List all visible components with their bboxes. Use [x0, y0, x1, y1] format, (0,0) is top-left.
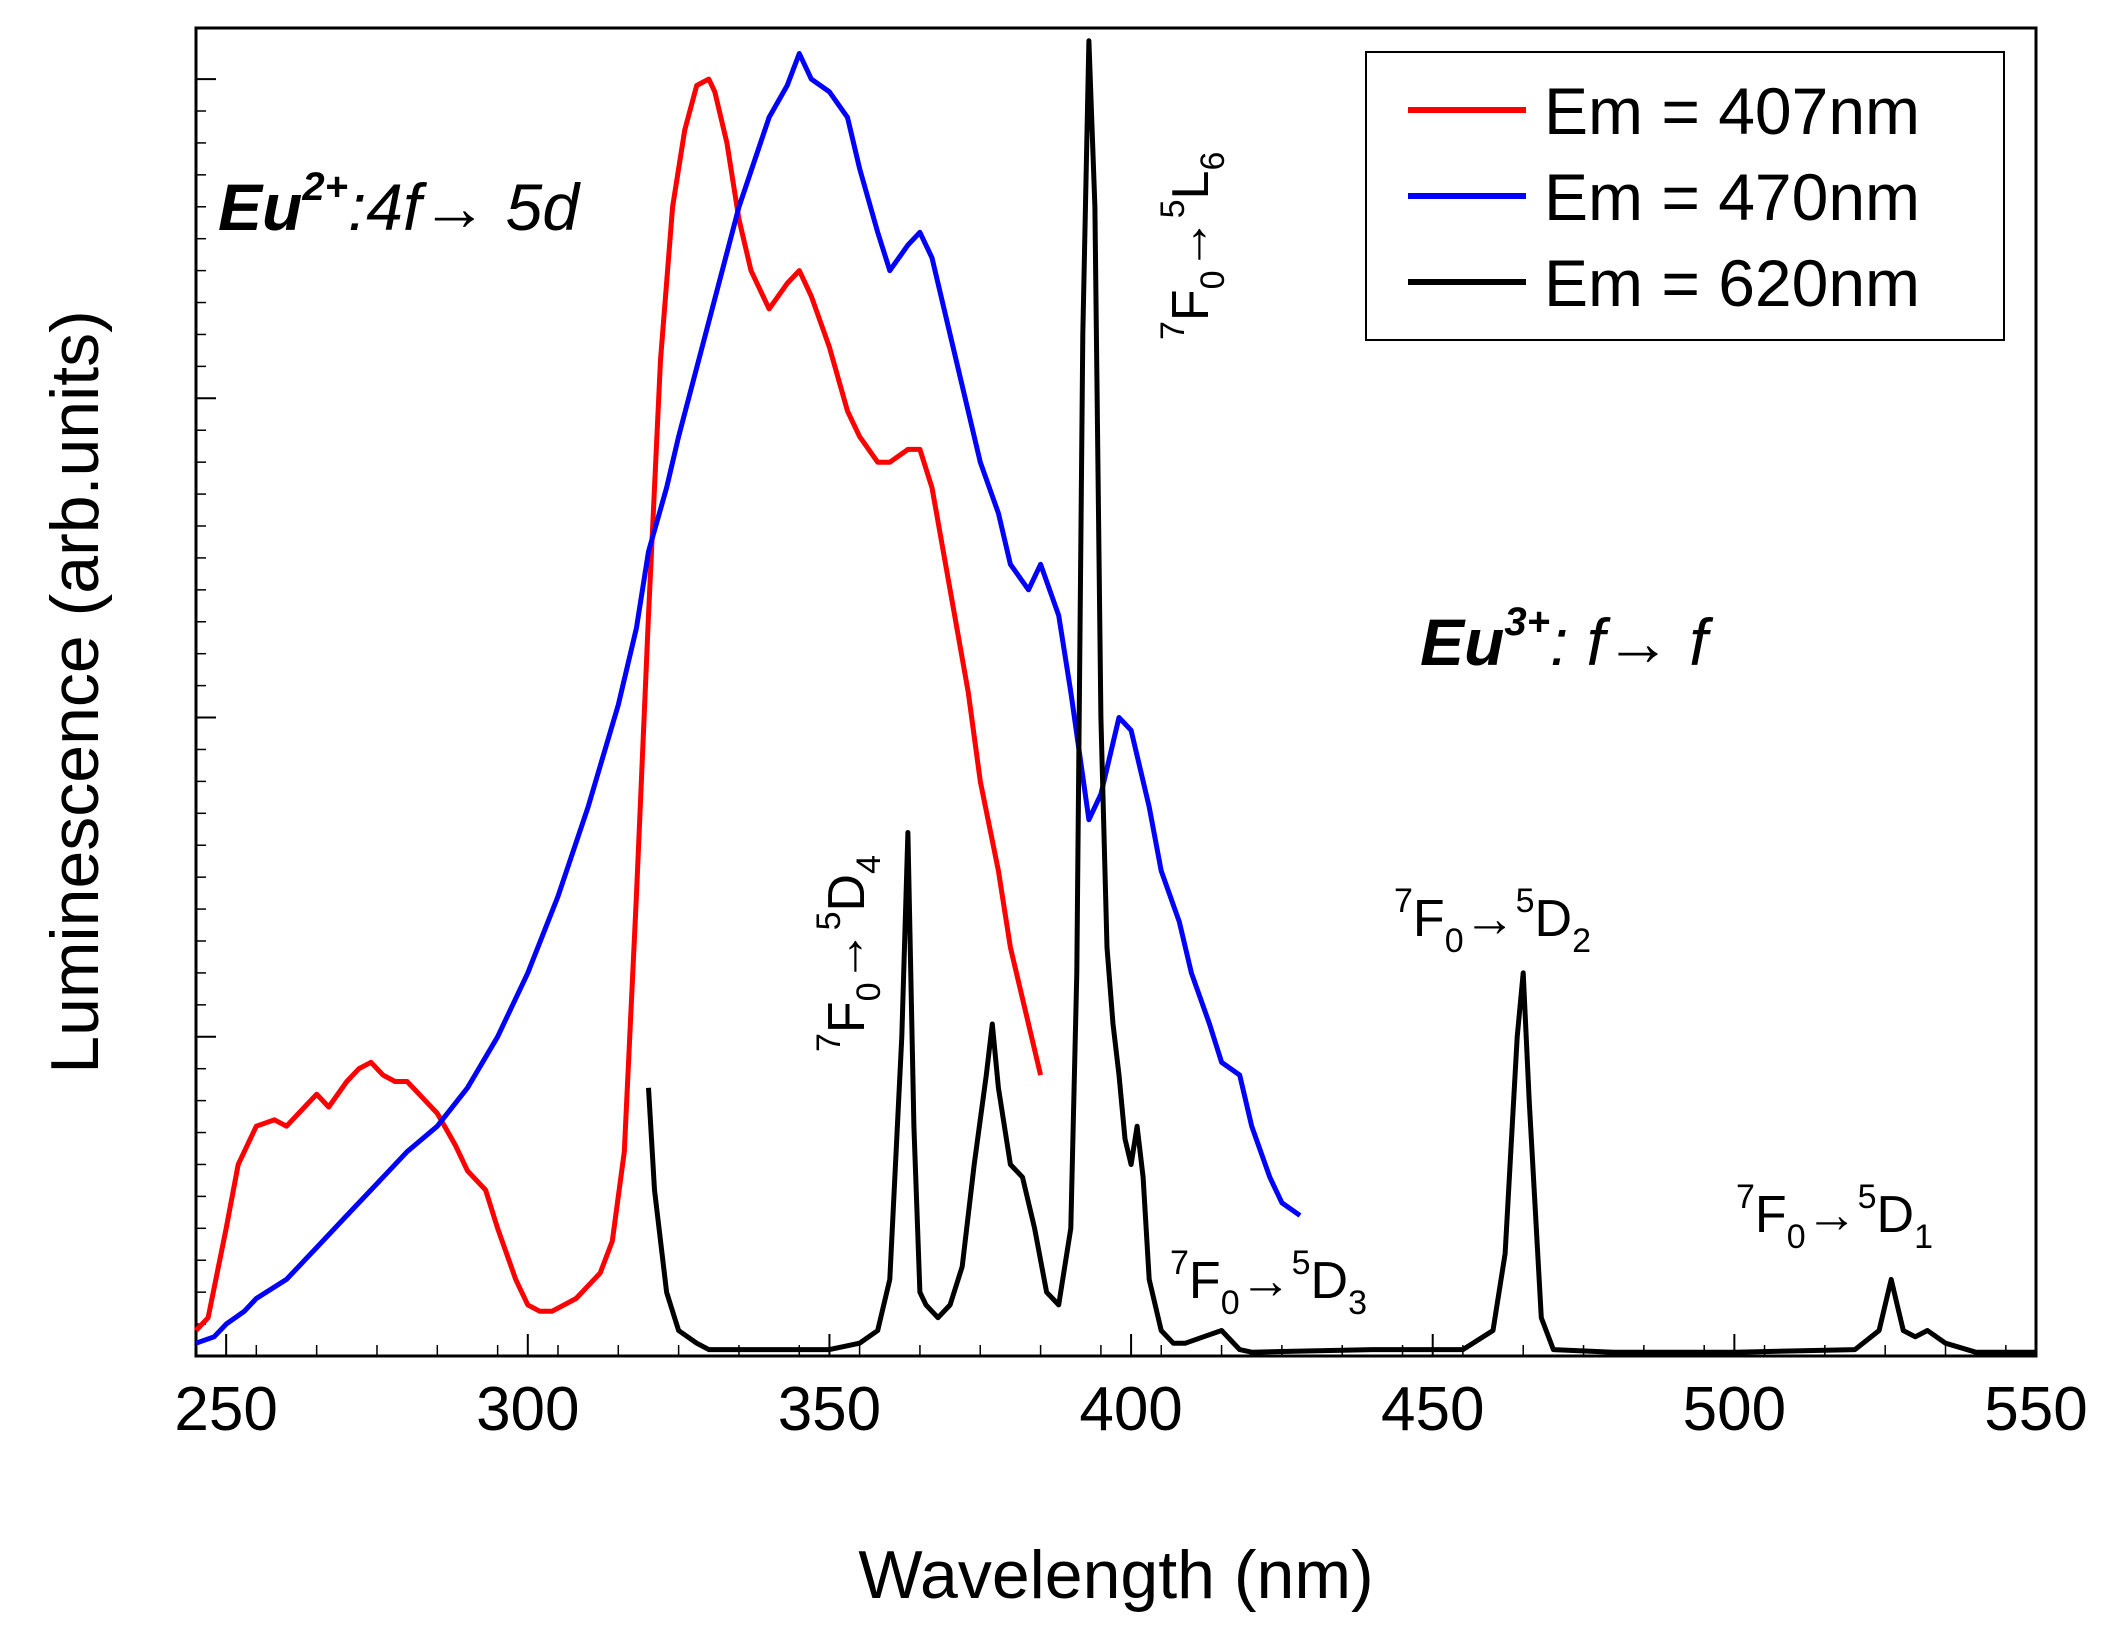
legend-entry-label: Em = 470nm: [1544, 160, 1920, 234]
transition-label-d1: 7F0→5D1: [1736, 1178, 1933, 1256]
transition-label-part: 7: [810, 1033, 848, 1052]
x-tick-label: 500: [1683, 1375, 1786, 1444]
transition-label-part: 0: [1787, 1218, 1806, 1256]
x-tick-label: 300: [476, 1375, 579, 1444]
transition-label-l6: 7F0→5L6: [1154, 152, 1232, 340]
transition-label-part: 1: [1914, 1218, 1933, 1256]
eu2-label-transition: :4f→ 5d: [348, 170, 581, 244]
eu2-label-element: Eu: [218, 170, 302, 244]
transition-label-part: 5: [1154, 199, 1192, 218]
x-tick-label: 350: [778, 1375, 881, 1444]
transition-label-part: 5: [810, 911, 848, 930]
series-line-1: [195, 51, 1302, 1346]
transition-label-d4: 7F0→5D4: [810, 855, 888, 1052]
legend-entry-label: Em = 407nm: [1544, 74, 1920, 148]
transition-label-part: →: [1806, 1186, 1858, 1244]
y-ticks: [196, 78, 216, 1357]
transition-label-part: →: [1162, 218, 1220, 270]
x-axis-label: Wavelength (nm): [858, 1537, 1373, 1613]
transition-label-part: L: [1162, 171, 1220, 200]
series-line-0: [194, 76, 1044, 1333]
transition-label-d2: 7F0→5D2: [1394, 882, 1591, 960]
transition-label-part: D: [818, 874, 876, 912]
transition-label-part: 0: [850, 982, 888, 1001]
transition-label-part: D: [1877, 1186, 1915, 1244]
transition-label-part: 0: [1194, 270, 1232, 289]
transition-label-part: →: [1240, 1252, 1292, 1310]
eu3-label-charge: 3+: [1504, 600, 1550, 644]
legend: Em = 407nm Em = 470nm Em = 620nm: [1365, 51, 2005, 341]
x-tick-label: 400: [1079, 1375, 1182, 1444]
eu3-label-element: Eu: [1420, 605, 1504, 679]
transition-label-part: F: [1413, 890, 1445, 948]
transition-label-d3: 7F0→5D3: [1170, 1244, 1367, 1322]
plot-frame: [194, 26, 2038, 1358]
transition-label-part: 5: [1516, 882, 1535, 920]
transition-label-part: D: [1311, 1252, 1349, 1310]
transition-label-part: F: [1189, 1252, 1221, 1310]
transition-label-part: F: [1755, 1186, 1787, 1244]
transition-label-part: →: [1464, 890, 1516, 948]
transition-label-part: 5: [1292, 1244, 1311, 1282]
transition-label-part: 4: [850, 855, 888, 874]
transition-label-part: 5: [1858, 1178, 1877, 1216]
x-tick-label: 550: [1984, 1375, 2087, 1444]
transition-label-part: 6: [1194, 152, 1232, 171]
transition-label-part: F: [1162, 289, 1220, 321]
transition-label-part: 7: [1170, 1244, 1189, 1282]
series-line-2: [646, 38, 2036, 1355]
x-tick-label: 450: [1381, 1375, 1484, 1444]
transition-label-part: D: [1535, 890, 1573, 948]
eu2-group-label: Eu2+:4f→ 5d: [218, 165, 581, 244]
transition-label-part: 7: [1154, 321, 1192, 340]
eu3-label-transition: : f→ f: [1550, 605, 1714, 679]
y-axis-label: Luminescence (arb.units): [37, 310, 113, 1073]
eu2-label-charge: 2+: [301, 165, 348, 209]
transition-label-part: 3: [1348, 1284, 1367, 1322]
transition-label-part: 7: [1736, 1178, 1755, 1216]
transition-label-part: →: [818, 930, 876, 982]
transition-label-part: 7: [1394, 882, 1413, 920]
x-ticks: 250 300 350 400 450 500 550: [174, 1334, 2088, 1444]
transition-label-part: 0: [1445, 922, 1464, 960]
legend-entry-label: Em = 620nm: [1544, 246, 1920, 320]
transition-label-part: 2: [1572, 922, 1591, 960]
series-lines: [194, 38, 2036, 1355]
eu3-group-label: Eu3+: f→ f: [1420, 600, 1714, 679]
transition-label-part: 0: [1221, 1284, 1240, 1322]
x-tick-label: 250: [174, 1375, 277, 1444]
transition-label-part: F: [818, 1001, 876, 1033]
